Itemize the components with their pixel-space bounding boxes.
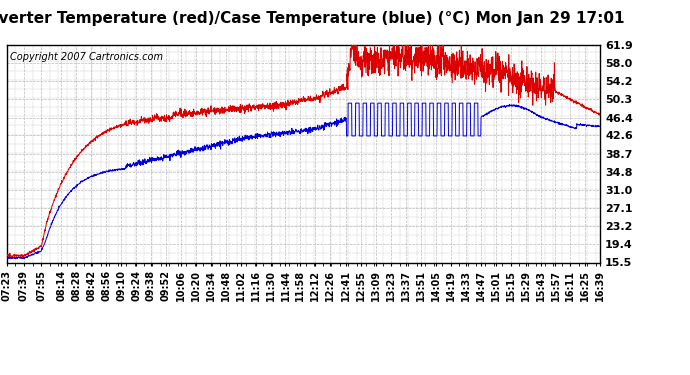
Text: Inverter Temperature (red)/Case Temperature (blue) (°C) Mon Jan 29 17:01: Inverter Temperature (red)/Case Temperat… bbox=[0, 11, 625, 26]
Text: Copyright 2007 Cartronics.com: Copyright 2007 Cartronics.com bbox=[10, 51, 163, 62]
